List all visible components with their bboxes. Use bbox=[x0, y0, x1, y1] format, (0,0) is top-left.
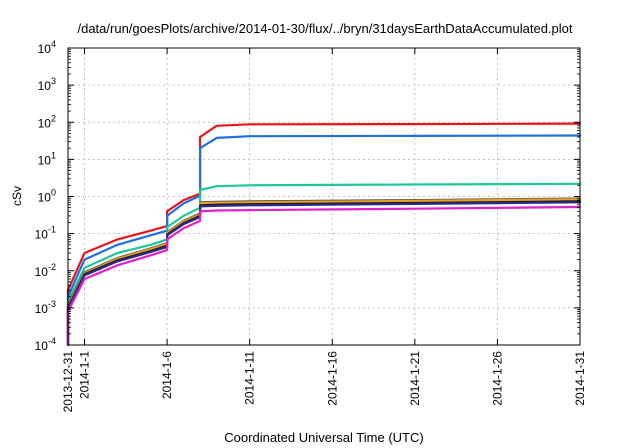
y-tick-label: 10-2 bbox=[35, 262, 56, 279]
series-line-2 bbox=[66, 134, 582, 347]
y-tick-exponent: 1 bbox=[51, 150, 56, 160]
x-tick-label: 2014-1-1 bbox=[78, 351, 92, 399]
x-tick-label: 2014-1-31 bbox=[573, 351, 587, 406]
axis-ticks bbox=[67, 47, 581, 346]
x-tick-label: 2014-1-11 bbox=[243, 351, 257, 405]
y-tick-mantissa: 10 bbox=[35, 265, 49, 279]
y-tick-label: 102 bbox=[38, 113, 56, 130]
y-tick-exponent: 4 bbox=[51, 39, 56, 49]
x-tick-label: 2014-1-6 bbox=[160, 351, 174, 399]
y-tick-exponent: -2 bbox=[48, 262, 56, 272]
y-tick-exponent: -4 bbox=[48, 336, 56, 346]
y-tick-label: 103 bbox=[38, 76, 56, 93]
y-tick-label: 10-3 bbox=[35, 299, 56, 316]
series-line-7 bbox=[66, 201, 582, 347]
y-tick-exponent: 0 bbox=[51, 188, 56, 198]
y-tick-exponent: 3 bbox=[51, 76, 56, 86]
y-tick-mantissa: 10 bbox=[38, 153, 52, 167]
y-tick-label: 100 bbox=[38, 188, 56, 205]
y-tick-exponent: -3 bbox=[48, 299, 56, 309]
x-tick-label: 2014-1-26 bbox=[490, 351, 504, 406]
series-line-1 bbox=[66, 122, 582, 347]
y-tick-mantissa: 10 bbox=[38, 42, 52, 56]
series-line-8 bbox=[66, 205, 582, 347]
y-tick-mantissa: 10 bbox=[35, 228, 49, 242]
y-tick-mantissa: 10 bbox=[38, 191, 52, 205]
y-tick-exponent: -1 bbox=[48, 225, 56, 235]
x-axis-label: Coordinated Universal Time (UTC) bbox=[224, 430, 423, 445]
y-tick-mantissa: 10 bbox=[35, 302, 49, 316]
y-tick-label: 10-4 bbox=[35, 336, 56, 353]
y-tick-mantissa: 10 bbox=[38, 79, 52, 93]
x-tick-labels: 2013-12-31 2014-1-1 2014-1-6 2014-1-11 2014-… bbox=[61, 351, 587, 413]
chart-title: /data/run/goesPlots/archive/2014-01-30/f… bbox=[77, 21, 572, 36]
x-tick-label: 2013-12-31 bbox=[61, 351, 75, 413]
x-tick-label: 2014-1-21 bbox=[408, 351, 422, 406]
y-tick-label: 104 bbox=[38, 39, 56, 56]
y-tick-exponent: 2 bbox=[51, 113, 56, 123]
y-tick-mantissa: 10 bbox=[35, 339, 49, 353]
series-line-3 bbox=[66, 182, 582, 347]
x-tick-label: 2014-1-16 bbox=[325, 351, 339, 406]
y-axis-label: cSv bbox=[10, 186, 24, 206]
y-tick-label: 10-1 bbox=[35, 225, 56, 242]
series-group bbox=[66, 122, 582, 347]
y-tick-label: 101 bbox=[38, 150, 56, 167]
y-tick-mantissa: 10 bbox=[38, 116, 52, 130]
